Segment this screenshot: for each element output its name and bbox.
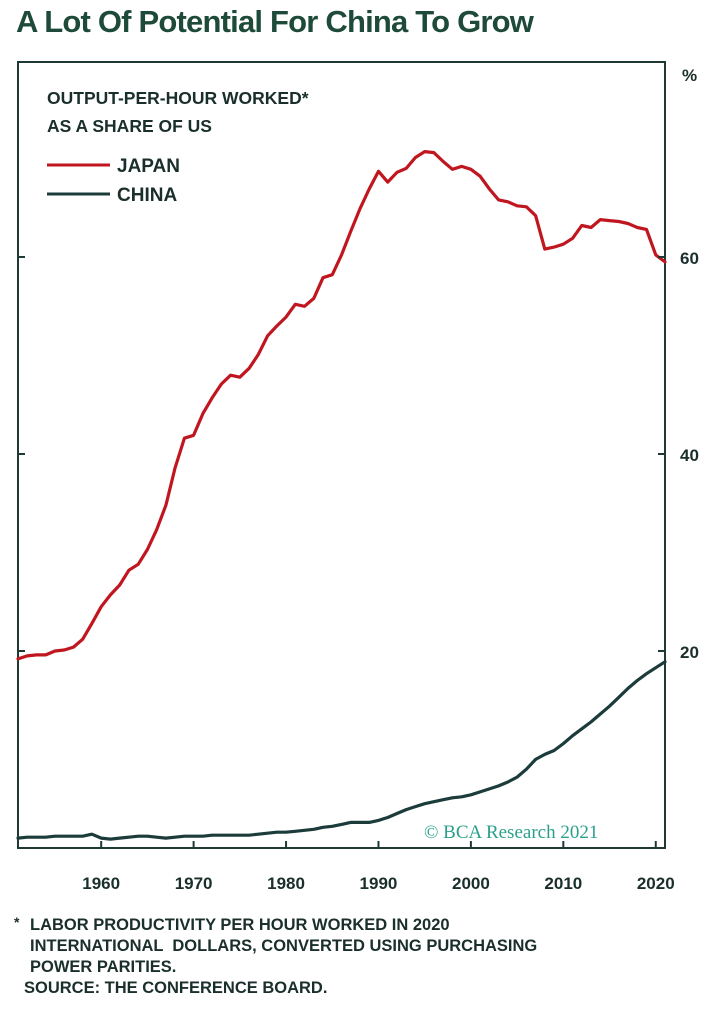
footnote-source: SOURCE: THE CONFERENCE BOARD.: [24, 979, 328, 997]
x-tick-label: 1960: [82, 874, 120, 893]
footnote-line: POWER PARITIES.: [30, 958, 177, 976]
chart-subtitle: AS A SHARE OF US: [47, 116, 212, 136]
footnote-line: LABOR PRODUCTIVITY PER HOUR WORKED IN 20…: [30, 916, 450, 934]
footnote-line: INTERNATIONAL DOLLARS, CONVERTED USING P…: [30, 937, 538, 955]
y-unit-label: %: [682, 66, 697, 85]
page-title: A Lot Of Potential For China To Grow: [16, 4, 534, 39]
series-line-japan: [16, 150, 667, 661]
y-tick-label: 40: [680, 446, 699, 465]
x-tick-label: 2020: [637, 874, 675, 893]
legend-label: CHINA: [117, 185, 177, 206]
y-tick-label: 60: [680, 249, 699, 268]
chart-title: OUTPUT-PER-HOUR WORKED*: [47, 88, 309, 108]
watermark: © BCA Research 2021: [424, 822, 598, 843]
legend-label: JAPAN: [117, 156, 180, 177]
plot-frame: [17, 61, 666, 849]
y-tick-label: 20: [680, 643, 699, 662]
footnote-marker: *: [14, 914, 20, 930]
footnote: * LABOR PRODUCTIVITY PER HOUR WORKED IN …: [14, 914, 714, 999]
series-layer: [16, 150, 667, 841]
x-tick-label: 2000: [452, 874, 490, 893]
x-tick-label: 1970: [175, 874, 213, 893]
x-tick-label: 1990: [360, 874, 398, 893]
chart-frame: [17, 61, 666, 849]
x-tick-label: 1980: [267, 874, 305, 893]
x-tick-label: 2010: [544, 874, 582, 893]
legend: JAPAN CHINA: [47, 156, 180, 206]
series-line-china: [16, 660, 667, 841]
